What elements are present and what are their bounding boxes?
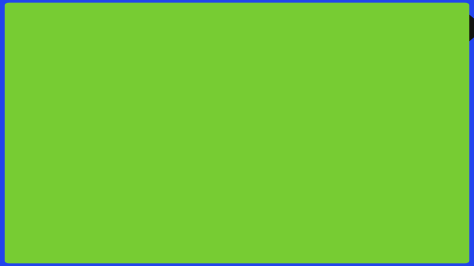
Ellipse shape	[182, 177, 188, 182]
Text: ENDOPLASMIC
RETICULUM: ENDOPLASMIC RETICULUM	[329, 86, 426, 114]
Text: NUCLEUS: NUCLEUS	[38, 123, 100, 135]
Ellipse shape	[238, 120, 283, 154]
Text: ACADEMY: ACADEMY	[430, 34, 456, 39]
Text: MITOCHONDRIA: MITOCHONDRIA	[14, 91, 119, 103]
Text: RIBOSOME: RIBOSOME	[28, 155, 99, 167]
Ellipse shape	[177, 138, 183, 142]
Bar	[435, 22, 444, 27]
Ellipse shape	[170, 119, 238, 179]
Bar	[446, 16, 456, 21]
Bar	[435, 16, 444, 21]
Text: NAJAM: NAJAM	[429, 27, 457, 36]
Ellipse shape	[186, 133, 217, 157]
Ellipse shape	[204, 99, 218, 106]
Ellipse shape	[235, 107, 282, 124]
Text: CYTOPLASM: CYTOPLASM	[14, 196, 95, 209]
Circle shape	[409, 9, 474, 47]
Bar	[9, 7, 398, 48]
Ellipse shape	[219, 189, 259, 204]
Text: STRUCTURE AND FUNCTION: STRUCTURE AND FUNCTION	[46, 17, 372, 37]
Text: GOLGI BODY: GOLGI BODY	[329, 192, 411, 205]
Ellipse shape	[173, 151, 178, 155]
Ellipse shape	[175, 164, 181, 168]
Ellipse shape	[190, 105, 204, 111]
Ellipse shape	[147, 89, 294, 222]
Text: CELL MEMBRANE: CELL MEMBRANE	[322, 144, 435, 157]
Bar	[446, 22, 456, 27]
Ellipse shape	[135, 81, 306, 230]
